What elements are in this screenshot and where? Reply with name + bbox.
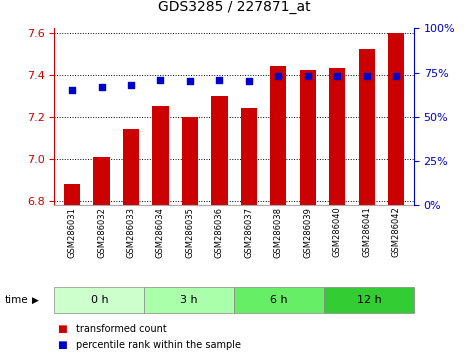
Point — [216, 77, 223, 82]
Point — [304, 73, 312, 79]
Point — [274, 73, 282, 79]
Bar — [182, 117, 198, 205]
Text: 6 h: 6 h — [270, 295, 288, 305]
Text: ■: ■ — [57, 340, 67, 350]
Bar — [152, 106, 168, 205]
Point — [245, 79, 253, 84]
Text: transformed count: transformed count — [76, 324, 166, 334]
Text: 3 h: 3 h — [180, 295, 198, 305]
Bar — [64, 184, 80, 205]
Point — [157, 77, 164, 82]
Text: time: time — [5, 295, 28, 305]
Bar — [359, 50, 375, 205]
Bar — [123, 130, 139, 205]
Text: 12 h: 12 h — [357, 295, 381, 305]
Bar — [241, 108, 257, 205]
Point — [333, 73, 341, 79]
Bar — [388, 33, 404, 205]
Text: ▶: ▶ — [32, 296, 39, 304]
Point — [127, 82, 135, 88]
Bar — [211, 96, 228, 205]
Text: GDS3285 / 227871_at: GDS3285 / 227871_at — [158, 0, 310, 14]
Bar — [94, 157, 110, 205]
Text: percentile rank within the sample: percentile rank within the sample — [76, 340, 241, 350]
Bar — [270, 66, 287, 205]
Point — [393, 73, 400, 79]
Text: ■: ■ — [57, 324, 67, 334]
Bar — [300, 70, 316, 205]
Point — [68, 87, 76, 93]
Point — [186, 79, 194, 84]
Point — [363, 73, 370, 79]
Bar — [329, 68, 345, 205]
Point — [98, 84, 105, 90]
Text: 0 h: 0 h — [90, 295, 108, 305]
